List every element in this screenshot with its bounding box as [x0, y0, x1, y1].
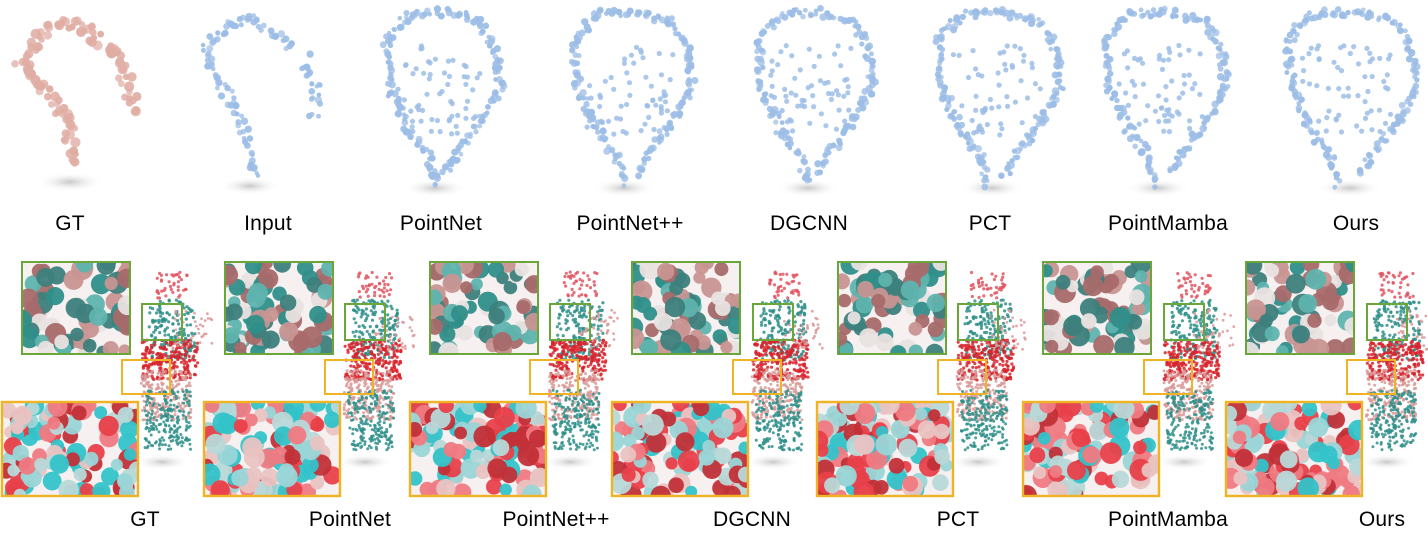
top-cloud-pct [932, 6, 1066, 191]
top-cloud-input [200, 12, 324, 178]
bottom-panel-pointnet [324, 270, 416, 452]
top-cloud-gt [11, 16, 142, 167]
bottom-label-pointmamba: PointMamba [1108, 508, 1228, 531]
top-label-pointnet-plus-plus: PointNet++ [576, 212, 684, 235]
bottom-panel-pct [937, 270, 1027, 452]
top-cloud-dgcnn [753, 5, 879, 184]
bottom-row-shadows [134, 454, 1415, 470]
top-label-input: Input [244, 212, 292, 235]
zoom-inset-gt [0, 261, 140, 498]
bottom-label-pointnet: PointNet [308, 508, 392, 531]
zoom-inset-pct [815, 261, 955, 498]
bottom-panel-dgcnn [732, 270, 824, 452]
bottom-label-pct: PCT [936, 508, 980, 531]
zoom-inset-pointnet [202, 261, 342, 498]
bottom-label-dgcnn: DGCNN [713, 508, 791, 531]
bottom-label-pointnet-plus-plus: PointNet++ [502, 508, 610, 531]
bottom-panel-pointmamba [1143, 271, 1236, 451]
bottom-label-ours: Ours [1358, 508, 1406, 531]
zoom-inset-dgcnn [610, 261, 750, 498]
top-label-pointmamba: PointMamba [1108, 212, 1228, 235]
top-cloud-pointnet-plus-plus [568, 6, 699, 189]
top-label-gt: GT [55, 212, 85, 235]
bottom-panel-ours [1346, 271, 1428, 452]
top-row-point-clouds [11, 5, 1421, 191]
zoom-inset-ours [1224, 261, 1364, 498]
top-cloud-pointmamba [1101, 5, 1232, 190]
zoom-inset-pointnet-plus-plus [408, 261, 548, 498]
bottom-row-zoom-insets [0, 261, 1364, 498]
bottom-panel-gt [121, 270, 214, 451]
top-label-pct: PCT [968, 212, 1012, 235]
bottom-row-point-clouds [121, 270, 1428, 452]
top-cloud-pointnet [379, 5, 508, 188]
top-label-dgcnn: DGCNN [770, 212, 848, 235]
top-label-pointnet: PointNet [399, 212, 483, 235]
zoom-inset-pointmamba [1021, 261, 1161, 498]
bottom-label-gt: GT [130, 508, 160, 531]
top-row-shadows [36, 172, 1382, 197]
bottom-panel-pointnet-plus-plus [529, 270, 619, 452]
top-cloud-ours [1282, 6, 1421, 190]
top-label-ours: Ours [1332, 212, 1380, 235]
